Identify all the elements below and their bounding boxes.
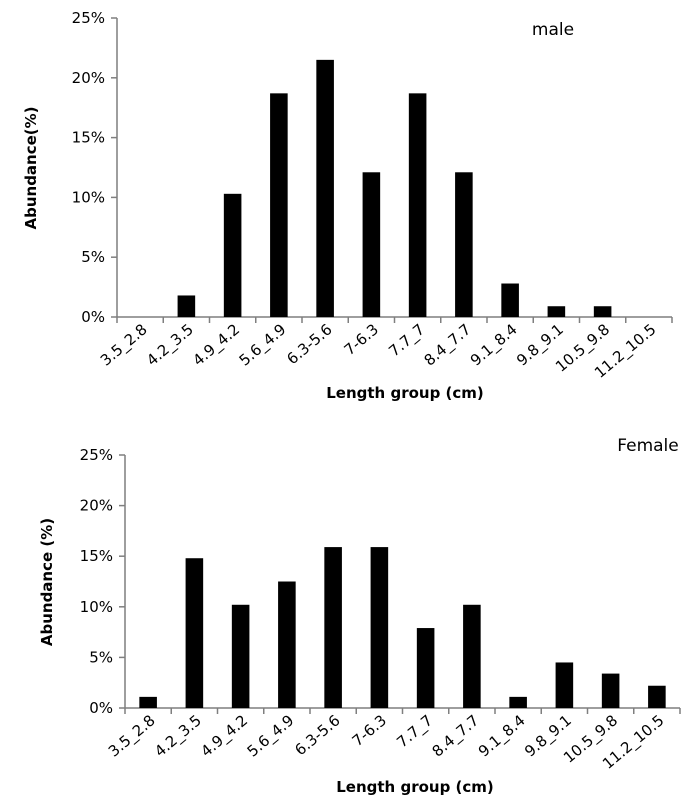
bar-9.8_9.1 <box>547 306 566 317</box>
y-tick-label: 5% <box>81 248 105 266</box>
y-tick-label: 5% <box>89 648 113 666</box>
bar-4.2_3.5 <box>185 558 204 708</box>
x-tick-label: 4.2_3.5 <box>143 320 198 370</box>
x-tick-label: 4.2_3.5 <box>151 711 206 761</box>
bar-8.4_7.7 <box>463 604 481 708</box>
x-tick-label: 9.1_8.4 <box>475 711 530 761</box>
x-tick-label: 5.6_4.9 <box>236 320 291 370</box>
bar-4.9_4.2 <box>231 604 250 708</box>
y-axis-title: Abundance(%) <box>22 106 40 229</box>
chart-title: male <box>532 20 574 40</box>
bar-4.9_4.2 <box>223 193 242 317</box>
bar-10.5_9.8 <box>593 306 612 317</box>
x-tick-label: 8.4_7.7 <box>421 320 476 370</box>
bar-8.4_7.7 <box>455 172 473 317</box>
y-tick-label: 20% <box>72 69 105 87</box>
bar-10.5_9.8 <box>601 673 620 708</box>
y-axis-title: Abundance (%) <box>38 518 56 646</box>
bar-9.8_9.1 <box>555 662 574 708</box>
bar-9.1_8.4 <box>509 696 527 708</box>
bar-9.1_8.4 <box>501 283 519 317</box>
bar-7.7_7 <box>416 628 435 708</box>
bar-7-6.3 <box>370 547 389 708</box>
x-tick-label: 3.5_2.8 <box>105 711 160 761</box>
y-tick-label: 0% <box>81 308 105 326</box>
chart-1: 0% 5% 10% 15% 20% 25% 3.5_2.84.2_3.54.9_4.25.6… <box>22 9 673 402</box>
y-tick-label: 10% <box>80 598 113 616</box>
bar-6.3-5.6 <box>316 59 334 318</box>
y-tick-label: 0% <box>89 699 113 717</box>
bar-7-6.3 <box>362 172 381 317</box>
y-tick-label: 10% <box>72 188 105 206</box>
bar-5.6_4.9 <box>278 581 296 708</box>
bar-4.2_3.5 <box>177 295 196 317</box>
y-tick-label: 25% <box>72 9 105 27</box>
bar-6.3-5.6 <box>324 547 342 708</box>
x-tick-label: 6.3-5.6 <box>291 711 343 759</box>
x-tick-label: 5.6_4.9 <box>244 711 299 761</box>
y-tick-label: 25% <box>80 446 113 464</box>
bar-5.6_4.9 <box>270 93 288 318</box>
x-axis-title: Length group (cm) <box>326 384 484 402</box>
chart-2: 0% 5% 10% 15% 20% 25% 3.5_2.84.2_3.54.9_4.25.6… <box>38 436 681 796</box>
y-tick-label: 15% <box>80 547 113 565</box>
bar-11.2_10.5 <box>648 685 666 708</box>
x-tick-label: 4.9_4.2 <box>197 711 252 761</box>
y-tick-label: 15% <box>72 129 105 147</box>
bar-3.5_2.8 <box>139 696 157 708</box>
x-tick-label: 7-6.3 <box>341 320 382 359</box>
y-tick-label: 20% <box>80 497 113 515</box>
x-tick-label: 9.1_8.4 <box>467 320 522 370</box>
chart-title: Female <box>617 436 678 456</box>
x-tick-label: 6.3-5.6 <box>283 320 335 368</box>
x-axis-title: Length group (cm) <box>336 778 494 796</box>
x-tick-label: 4.9_4.2 <box>189 320 244 370</box>
x-tick-label: 7-6.3 <box>349 711 390 750</box>
bar-7.7_7 <box>408 93 427 318</box>
x-tick-label: 8.4_7.7 <box>429 711 484 761</box>
x-tick-label: 3.5_2.8 <box>97 320 152 370</box>
